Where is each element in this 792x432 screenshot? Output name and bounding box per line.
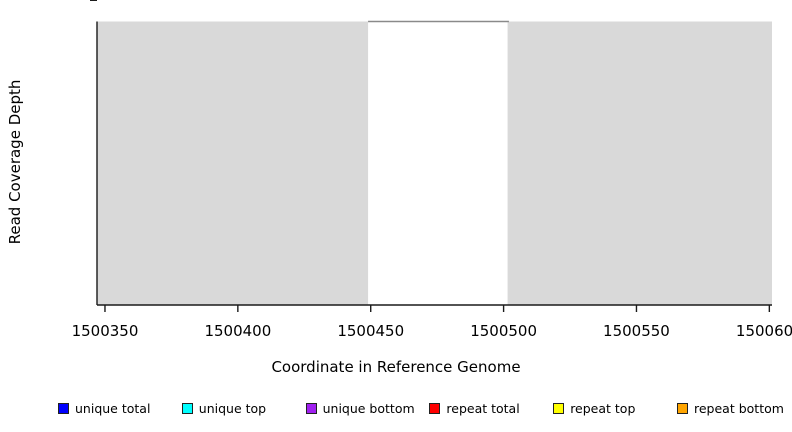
legend-label: repeat bottom [694,401,784,416]
y-axis-title: Read Coverage Depth [6,79,24,245]
y-tick-label: 30 [66,0,85,4]
x-tick-label: 1500350 [72,322,139,340]
legend-swatch [429,403,441,414]
legend-swatch [305,403,317,414]
legend-label: unique total [75,401,151,416]
legend-swatch [553,403,565,414]
x-tick-label: 1500600 [736,322,792,340]
legend-swatch [58,403,69,414]
legend-swatch [677,403,688,414]
y-tick-label: 15 [66,0,85,4]
legend-label: repeat total [446,401,520,416]
y-tick-label: 0 [75,0,85,4]
legend-label: unique top [198,401,267,416]
legend-swatch [181,403,193,414]
x-tick-label: 1500500 [470,322,537,340]
shaded-region-right [507,21,772,305]
y-tick-label: 25 [66,0,85,4]
legend-label: repeat top [570,401,636,416]
legend-item-unique-total: unique total [58,401,150,416]
shaded-region-left [97,21,369,305]
x-tick-label: 1500550 [603,322,670,340]
legend-item-repeat-total: repeat total [429,401,520,416]
legend-label: unique bottom [322,401,415,416]
y-tick-label: 20 [66,0,85,4]
legend-item-unique-bottom: unique bottom [305,401,415,416]
legend-item-unique-top: unique top [181,401,267,416]
legend-item-repeat-bottom: repeat bottom [677,401,784,416]
legend: unique total unique top unique bottom repea… [0,401,792,421]
legend-item-repeat-top: repeat top [553,401,635,416]
x-axis-title: Coordinate in Reference Genome [271,358,521,376]
x-tick-label: 1500450 [337,322,404,340]
x-tick-label: 1500400 [204,322,271,340]
y-tick-label: 10 [66,0,85,4]
y-tick-label: 5 [75,0,85,4]
